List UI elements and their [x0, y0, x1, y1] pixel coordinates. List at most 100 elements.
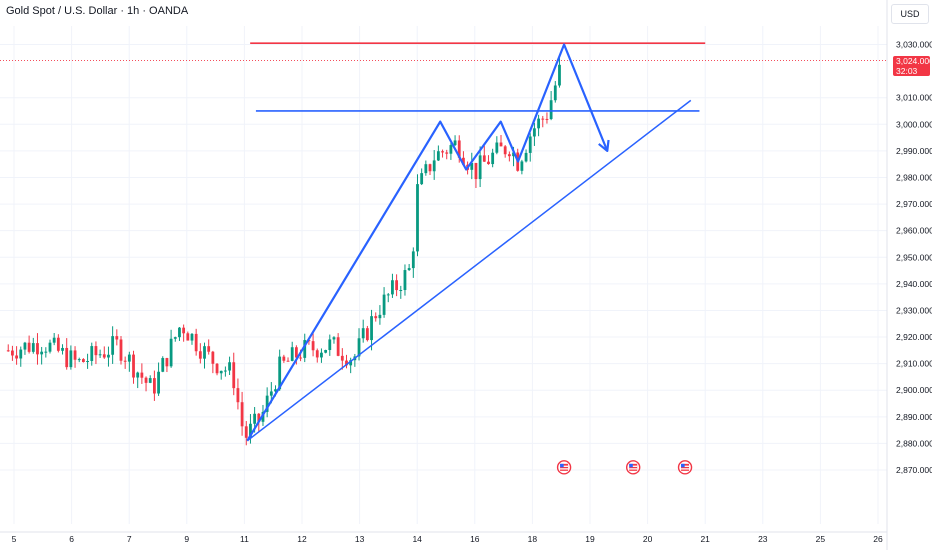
grid [0, 26, 887, 524]
y-tick-label: 2,970.000 [896, 199, 932, 209]
candle-body [132, 354, 135, 378]
y-tick-label: 3,000.000 [896, 119, 932, 129]
candle-body [36, 343, 39, 355]
candle-body [232, 362, 236, 389]
candle-body [73, 350, 77, 360]
candle-body [403, 270, 407, 291]
candle-body [549, 100, 553, 120]
candle-body [553, 85, 557, 101]
candles [6, 57, 561, 446]
candle-body [336, 337, 340, 356]
candle-body [157, 371, 160, 394]
candle-body [140, 372, 144, 378]
candle-body [428, 164, 432, 172]
chart-title: Gold Spot / U.S. Dollar · 1h · OANDA [6, 5, 189, 17]
x-tick-label: 26 [873, 534, 883, 544]
candle-body [274, 389, 277, 392]
candle-body [65, 347, 69, 368]
current-price-value: 3,024.000 [896, 56, 932, 66]
y-tick-label: 3,030.000 [896, 40, 932, 50]
flag-stripe-white [681, 468, 690, 470]
candle-body [399, 290, 403, 292]
candle-body [161, 358, 165, 372]
candle-body [457, 140, 461, 158]
y-tick-label: 2,880.000 [896, 438, 932, 448]
candle-body [382, 294, 386, 315]
candle-body [190, 333, 194, 341]
candle-body [349, 360, 353, 366]
candle-body [144, 377, 148, 383]
event-marker-us-flag-icon[interactable] [556, 460, 572, 475]
annotations [246, 42, 706, 475]
candle-body [219, 370, 223, 374]
candle-body [111, 336, 115, 355]
flag-stripe-white [560, 465, 569, 467]
flag-stripe-white [560, 468, 569, 470]
candle-body [445, 152, 449, 154]
candle-body [94, 346, 98, 356]
x-tick-label: 16 [470, 534, 480, 544]
candle-body [533, 128, 536, 137]
event-marker-us-flag-icon[interactable] [677, 460, 693, 475]
candle-body [294, 347, 298, 358]
candle-body [269, 391, 273, 396]
y-tick-label: 3,010.000 [896, 93, 932, 103]
y-tick-label: 2,960.000 [896, 226, 932, 236]
candle-body [182, 327, 186, 334]
candle-body [27, 342, 31, 352]
x-tick-label: 18 [528, 534, 538, 544]
candle-body [127, 354, 131, 362]
projection-path[interactable] [246, 43, 609, 442]
candle-body [282, 356, 286, 361]
candle-body [257, 413, 261, 422]
candle-body [491, 152, 495, 165]
currency-button[interactable]: USD [891, 4, 929, 24]
current-price-tag: 3,024.000 32:03 [893, 56, 932, 76]
candle-body [424, 164, 428, 174]
candle-body [19, 349, 23, 359]
candle-body [6, 350, 10, 352]
candle-body [44, 351, 48, 353]
candle-body [69, 350, 73, 368]
candle-body [407, 268, 411, 271]
candle-body [391, 280, 394, 295]
candle-body [203, 346, 206, 359]
candle-body [311, 341, 315, 351]
candle-body [328, 339, 332, 351]
candle-body [474, 162, 478, 180]
candle-body [286, 360, 290, 362]
x-tick-label: 9 [184, 534, 189, 544]
candle-body [441, 151, 444, 153]
candle-body [169, 338, 173, 367]
candle-body [207, 346, 211, 352]
x-tick-label: 5 [12, 534, 17, 544]
candle-body [512, 152, 515, 157]
candle-body [520, 161, 524, 171]
candle-body [315, 350, 319, 358]
candle-body [324, 350, 328, 353]
projection-arrowhead[interactable] [598, 139, 610, 152]
candle-body [395, 280, 399, 291]
ascending-trendline[interactable] [246, 99, 692, 442]
candle-body [148, 378, 152, 383]
x-tick-label: 13 [355, 534, 365, 544]
candle-body [48, 342, 52, 352]
flag-canton [629, 463, 633, 468]
candle-body [278, 356, 282, 390]
candle-body [15, 355, 18, 359]
candle-body [495, 142, 499, 153]
y-tick-label: 2,870.000 [896, 465, 932, 475]
candle-body [374, 316, 378, 319]
candle-body [370, 316, 373, 341]
candle-body [178, 327, 181, 338]
candle-body [115, 336, 119, 340]
flag-stripes [629, 463, 638, 471]
candle-body [482, 155, 486, 162]
candle-body [541, 118, 545, 120]
candle-body [194, 333, 198, 352]
event-marker-us-flag-icon[interactable] [626, 460, 641, 475]
y-tick-label: 2,940.000 [896, 279, 932, 289]
flag-canton [681, 463, 685, 468]
